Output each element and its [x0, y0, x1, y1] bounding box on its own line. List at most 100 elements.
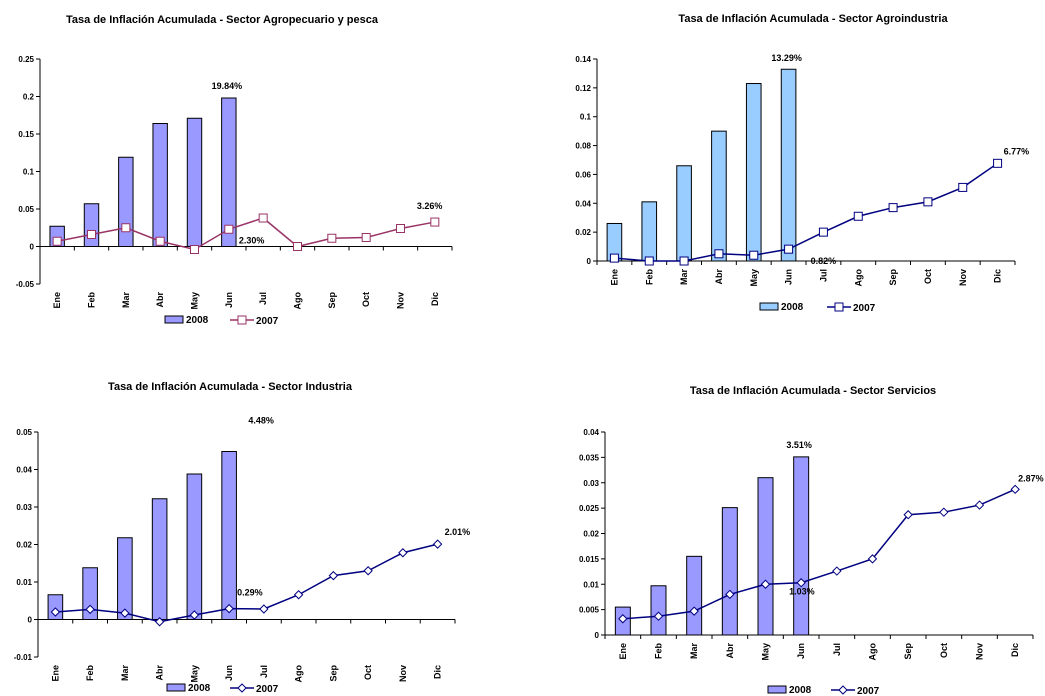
- y-tick-label: 0.08: [575, 142, 591, 151]
- x-tick-label: Ene: [52, 292, 62, 309]
- x-tick-label: Jun: [224, 292, 234, 308]
- line-point: [363, 566, 373, 576]
- line-point: [398, 548, 408, 558]
- x-tick-label: Abr: [714, 269, 724, 285]
- y-tick-label: 0.04: [583, 428, 599, 437]
- chart-panel: Tasa de Inflación Acumulada - Sector Ind…: [14, 381, 470, 695]
- x-tick-label: Oct: [363, 665, 373, 680]
- y-tick-label: 0.02: [575, 228, 591, 237]
- line-point: [749, 250, 759, 260]
- chart-panel: Tasa de Inflación Acumulada - Sector Agr…: [575, 13, 1029, 314]
- line-point: [714, 249, 724, 259]
- series-line-2007: [614, 162, 999, 262]
- line-point: [120, 608, 130, 618]
- y-tick-label: 0.05: [16, 428, 32, 437]
- line-point: [784, 244, 794, 254]
- chart-title: Tasa de Inflación Acumulada - Sector Agr…: [66, 14, 379, 26]
- x-tick-label: Dic: [430, 292, 440, 306]
- x-tick-label: Dic: [433, 665, 443, 679]
- x-tick-label: Dic: [993, 269, 1003, 283]
- legend-label-2008: 2008: [188, 683, 211, 694]
- bar: [641, 201, 658, 262]
- x-tick-label: Jul: [258, 292, 268, 305]
- chart-panel: Tasa de Inflación Acumulada - Sector Agr…: [16, 14, 453, 327]
- x-tick-label: Oct: [361, 292, 371, 307]
- y-tick-label: 0.1: [23, 168, 35, 177]
- legend-label-2007: 2007: [857, 686, 880, 696]
- x-tick-label: Sep: [888, 269, 898, 286]
- x-tick-label: Nov: [975, 643, 985, 660]
- y-tick-label: 0: [30, 243, 35, 252]
- x-tick-label: Feb: [85, 665, 95, 682]
- line-point: [760, 579, 771, 589]
- x-tick-label: May: [190, 292, 200, 310]
- line-point: [853, 211, 863, 221]
- x-tick-label: Jul: [259, 665, 269, 678]
- y-tick-label: -0.05: [16, 280, 35, 289]
- x-tick-label: Dic: [1010, 643, 1020, 657]
- line-point: [679, 256, 689, 266]
- data-label: 2.87%: [1018, 473, 1044, 483]
- line-point: [609, 253, 619, 263]
- x-tick-label: Jun: [224, 665, 234, 681]
- x-tick-label: Jun: [784, 269, 794, 285]
- x-tick-label: Jul: [818, 269, 828, 282]
- line-point: [154, 617, 165, 627]
- bar: [186, 117, 203, 247]
- y-tick-label: 0.025: [579, 504, 600, 513]
- line-point: [725, 589, 735, 600]
- legend-label-2008: 2008: [789, 685, 812, 696]
- bar: [117, 537, 133, 620]
- line-point: [259, 604, 269, 614]
- series-line-2007: [57, 217, 435, 251]
- data-label: 6.77%: [1004, 146, 1030, 156]
- y-tick-label: 0.15: [18, 130, 34, 139]
- y-tick-label: 0.015: [579, 555, 600, 564]
- bar: [686, 555, 703, 636]
- legend-label-2007: 2007: [256, 684, 279, 695]
- line-point: [618, 614, 628, 624]
- bar: [151, 498, 168, 620]
- y-tick-label: 0.06: [575, 170, 591, 179]
- series-line-2007: [622, 488, 1016, 620]
- bar: [793, 456, 810, 636]
- line-point: [689, 606, 699, 616]
- line-point: [818, 227, 828, 237]
- data-label: 1.03%: [789, 587, 815, 597]
- x-tick-label: Feb: [87, 292, 97, 309]
- data-label: 0.29%: [237, 588, 263, 598]
- bar: [118, 156, 134, 247]
- legend-label-2008: 2008: [781, 302, 804, 313]
- bar: [221, 97, 237, 247]
- line-point: [993, 158, 1003, 168]
- x-tick-label: Nov: [396, 292, 406, 309]
- legend-marker-2007: [237, 683, 247, 693]
- line-point: [958, 182, 968, 192]
- bar: [650, 585, 667, 636]
- y-tick-label: 0: [28, 616, 33, 625]
- x-tick-label: Abr: [155, 292, 165, 308]
- line-point: [903, 510, 913, 520]
- y-tick-label: 0.05: [18, 205, 34, 214]
- bar: [711, 130, 727, 262]
- x-tick-label: Ene: [50, 665, 60, 682]
- bar: [676, 165, 692, 262]
- x-tick-label: Abr: [155, 665, 165, 681]
- chart-title: Tasa de Inflación Acumulada - Sector Ind…: [108, 381, 353, 393]
- x-tick-label: Mar: [679, 269, 689, 286]
- line-point: [832, 566, 842, 576]
- line-point: [327, 233, 337, 243]
- line-point: [50, 607, 61, 617]
- line-point: [361, 233, 371, 242]
- line-point: [796, 578, 806, 588]
- legend-swatch-2008: [759, 302, 779, 311]
- y-tick-label: 0: [595, 631, 600, 640]
- data-label: 3.51%: [786, 440, 812, 450]
- bar: [83, 203, 100, 247]
- y-tick-label: 0.04: [575, 199, 591, 208]
- x-tick-label: Ago: [868, 643, 878, 661]
- chart-title: Tasa de Inflación Acumulada - Sector Ser…: [690, 385, 936, 397]
- line-point: [939, 507, 949, 517]
- line-point: [328, 570, 339, 581]
- y-tick-label: 0.02: [583, 530, 599, 539]
